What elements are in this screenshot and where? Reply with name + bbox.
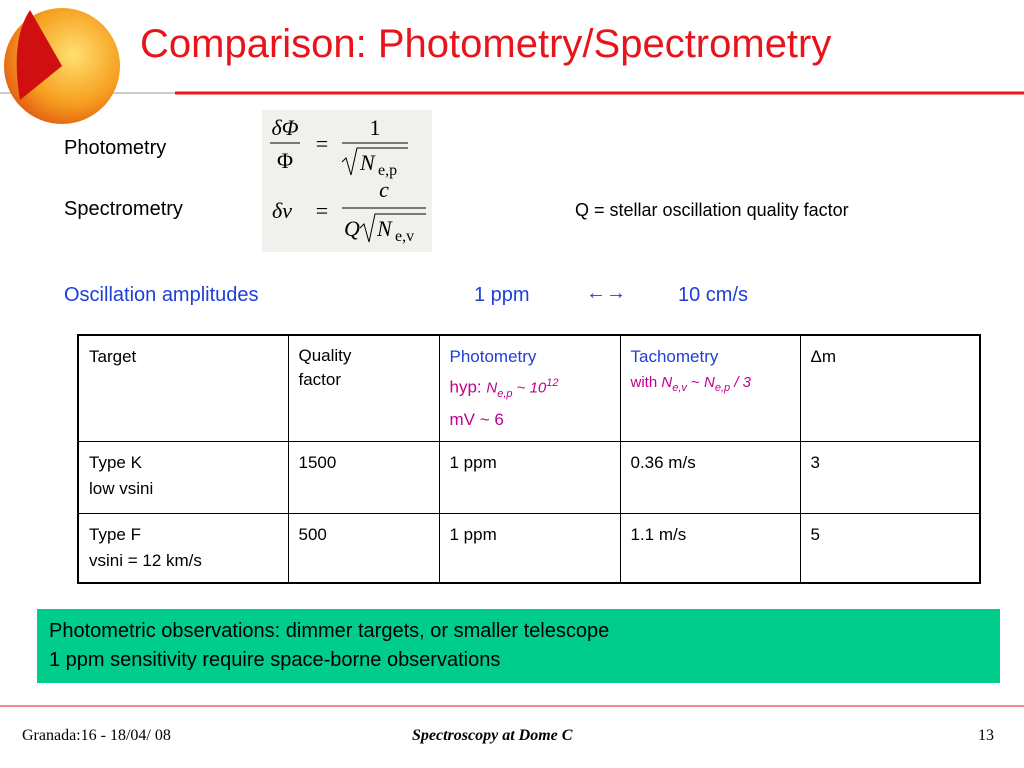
formula-text: 1 (370, 115, 381, 140)
cell: 1 ppm (438, 441, 621, 515)
text: N (486, 379, 498, 397)
osc-right: 10 cm/s (678, 284, 749, 306)
text: / 3 (730, 374, 751, 391)
label: Spectrometry (64, 198, 183, 220)
formula-text: N (376, 216, 393, 241)
text: e,v (672, 382, 687, 394)
cell: 1500 (287, 441, 440, 515)
cell: Target (77, 334, 289, 443)
cell: Tachometry with Ne,v ~ Ne,p / 3 (619, 334, 801, 443)
sqrt (341, 147, 408, 176)
text: with (630, 374, 662, 391)
formula-1: δΦ Φ = 1 N e,p (270, 115, 408, 179)
formula-bg (262, 110, 432, 252)
cell: Δm (799, 334, 981, 443)
header-row: Target Quality factor Photometry hyp: Ne… (77, 334, 981, 443)
formula-text: δΦ (272, 115, 299, 140)
text: Type K (89, 453, 142, 473)
text: ~ (686, 374, 704, 391)
cell: Quality factor (287, 334, 440, 443)
cell: 0.36 m/s (619, 441, 801, 515)
text: Tachometry (630, 347, 719, 366)
logo-wedge (16, 10, 63, 100)
text: Type F (89, 525, 141, 545)
text: Δm (810, 347, 837, 366)
cell: Type F vsini = 12 km/s (77, 513, 289, 584)
text: hyp: (449, 377, 487, 397)
text: N (703, 374, 715, 391)
text: 12 (546, 377, 559, 389)
formula-text: e,v (395, 228, 414, 245)
text: e,p (714, 382, 731, 394)
formula-text: e,p (378, 162, 397, 179)
text: Target (89, 347, 137, 366)
formula-text: Q (344, 216, 360, 241)
sqrt (359, 213, 426, 243)
title: Comparison: Photometry/Spectrometry (140, 22, 832, 66)
text-line: hyp: Ne,p ~ 1012 (450, 370, 610, 407)
text: ~ 10 (512, 379, 547, 397)
text: N (661, 374, 673, 391)
formula-text: δv (272, 198, 292, 223)
text: low vsini (89, 479, 154, 499)
table: Target Quality factor Photometry hyp: Ne… (77, 334, 981, 585)
text: vsini = 12 km/s (89, 551, 202, 571)
cell: 1 ppm (438, 513, 621, 584)
formula-2: δv = c Q N e,v (272, 177, 426, 245)
callout-line: 1 ppm sensitivity require space-borne ob… (49, 649, 501, 671)
formula-text: Φ (277, 148, 293, 173)
text-line: with Ne,v ~ Ne,p / 3 (631, 370, 790, 401)
osc-label: Oscillation amplitudes (64, 284, 259, 306)
osc-left: 1 ppm (474, 284, 530, 306)
osc-arrows: ←→ (586, 282, 626, 304)
row: Type K low vsini 1500 1 ppm 0.36 m/s 3 (77, 441, 981, 515)
cell: 3 (799, 441, 981, 515)
footer-left: Granada:16 - 18/04/ 08 (22, 727, 171, 744)
callout: Photometric observations: dimmer targets… (37, 609, 1000, 683)
cell: Type K low vsini (77, 441, 289, 515)
cell: 1.1 m/s (619, 513, 801, 584)
formula-text: = (316, 131, 328, 156)
footer-center: Spectroscopy at Dome C (412, 727, 573, 744)
cell: Photometry hyp: Ne,p ~ 1012 mV ~ 6 (438, 334, 621, 443)
callout-line: Photometric observations: dimmer targets… (49, 620, 610, 642)
text: Photometry (449, 347, 537, 366)
note: Q = stellar oscillation quality factor (575, 200, 849, 220)
formula-text: c (379, 177, 389, 202)
text: mV ~ 6 (449, 410, 504, 430)
formula-text: = (316, 198, 328, 223)
formula-text: N (359, 150, 376, 175)
footer-right: 13 (978, 727, 994, 744)
cell: 500 (287, 513, 440, 584)
text: e,p (497, 388, 513, 401)
text: Quality factor (298, 346, 352, 389)
label: Photometry (64, 137, 167, 159)
cell: 5 (799, 513, 981, 584)
